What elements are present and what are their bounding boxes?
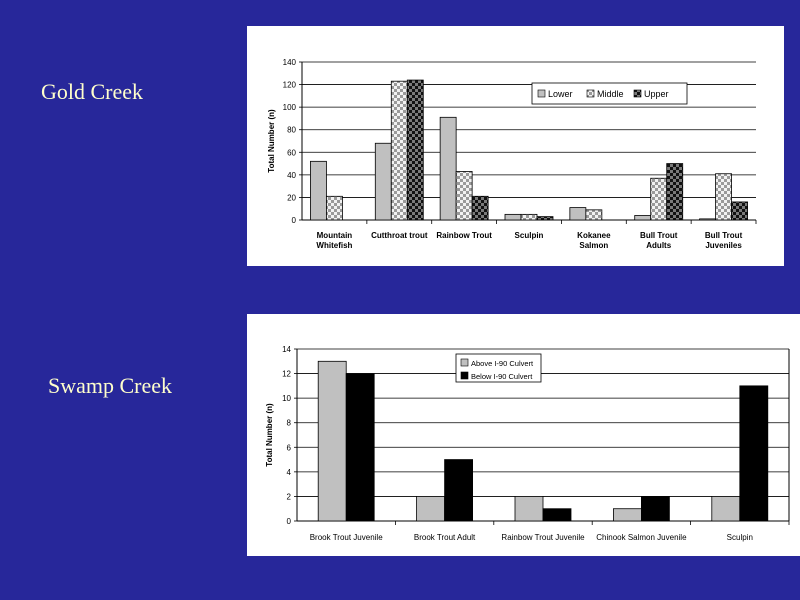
legend-box [455, 353, 542, 383]
legend-swatch [633, 89, 642, 98]
x-category-label: Whitefish [316, 241, 352, 250]
x-category-label: Rainbow Trout Juvenile [501, 533, 585, 542]
legend-entry: Above I-90 Culvert [471, 359, 534, 368]
x-category-label: Rainbow Trout [436, 231, 492, 240]
bar [374, 142, 392, 221]
gold-creek-chart: 0 20 40 60 80 100 120 140 Total Number (n) Mounta… [267, 58, 757, 250]
bar [699, 218, 716, 221]
bar [520, 213, 538, 221]
x-category-label: Salmon [579, 241, 608, 250]
legend-entry: Lower [548, 89, 573, 99]
bar [416, 496, 446, 522]
y-axis-label: Total Number (n) [267, 109, 276, 173]
y-tick-label: 0 [292, 216, 297, 225]
x-category-label: Sculpin [515, 231, 544, 240]
y-tick-label: 4 [287, 468, 292, 477]
legend-swatch [586, 89, 595, 98]
bar [455, 171, 473, 221]
legend-swatch [537, 89, 546, 98]
swamp-creek-label: Swamp Creek [48, 373, 173, 398]
bar [569, 207, 587, 221]
bar [542, 508, 572, 522]
legend-entry: Upper [644, 89, 669, 99]
y-tick-label: 80 [287, 126, 296, 135]
gold-creek-chart-panel: 0 20 40 60 80 100 120 140 Total Number (n) Mounta… [247, 26, 784, 266]
x-category-label: Chinook Salmon Juvenile [596, 533, 687, 542]
legend-entry: Below I-90 Culvert [471, 372, 533, 381]
legend: Lower Middle Upper [531, 82, 688, 105]
bar [345, 373, 375, 522]
bar [650, 177, 668, 221]
y-tick-label: 8 [287, 419, 292, 428]
bar [439, 116, 457, 221]
swamp-creek-chart: 0 2 4 6 8 10 12 14 Total Number (n) Brook Trout J… [265, 345, 790, 542]
y-tick-label: 40 [287, 171, 296, 180]
y-tick-label: 20 [287, 193, 296, 202]
y-tick-label: 6 [287, 443, 292, 452]
bar [326, 195, 343, 221]
x-category-label: Sculpin [727, 533, 753, 542]
gold-creek-label: Gold Creek [41, 79, 144, 104]
legend-box [531, 82, 688, 105]
bar [585, 209, 603, 221]
bar [711, 496, 741, 522]
y-tick-label: 140 [283, 58, 297, 67]
y-axis-label: Total Number (n) [265, 403, 274, 467]
bar [640, 496, 670, 522]
legend-entry: Middle [597, 89, 624, 99]
y-tick-label: 100 [283, 103, 297, 112]
x-category-label: Brook Trout Juvenile [310, 533, 383, 542]
x-category-label: Cutthroat trout [371, 231, 428, 240]
x-category-label: Mountain [317, 231, 353, 240]
bar [612, 508, 642, 522]
bar [731, 201, 748, 221]
x-category-label: Kokanee [577, 231, 611, 240]
bar [739, 385, 769, 522]
swamp-creek-chart-panel: 0 2 4 6 8 10 12 14 Total Number (n) Brook Trout J… [247, 314, 800, 556]
x-category-label: Brook Trout Adult [414, 533, 476, 542]
x-category-label: Juveniles [705, 241, 742, 250]
y-tick-label: 12 [282, 370, 291, 379]
bar [536, 216, 554, 221]
x-category-label: Adults [646, 241, 671, 250]
bar [310, 160, 327, 221]
bar [390, 80, 408, 221]
x-category-label: Bull Trout [640, 231, 678, 240]
bar [715, 173, 732, 221]
bar [514, 496, 544, 522]
bar [504, 213, 522, 221]
bar [666, 163, 684, 221]
bar [471, 195, 489, 221]
y-tick-label: 10 [282, 394, 291, 403]
y-tick-label: 2 [287, 492, 292, 501]
bar [406, 79, 424, 221]
y-tick-label: 0 [287, 517, 292, 526]
legend-swatch [460, 371, 469, 380]
bar [444, 459, 474, 522]
y-tick-label: 120 [283, 81, 297, 90]
bar [317, 360, 347, 522]
x-category-label: Bull Trout [705, 231, 743, 240]
y-tick-label: 60 [287, 148, 296, 157]
legend-swatch [460, 358, 469, 367]
legend: Above I-90 Culvert Below I-90 Culvert [455, 353, 542, 383]
bar [634, 215, 652, 221]
y-tick-label: 14 [282, 345, 291, 354]
